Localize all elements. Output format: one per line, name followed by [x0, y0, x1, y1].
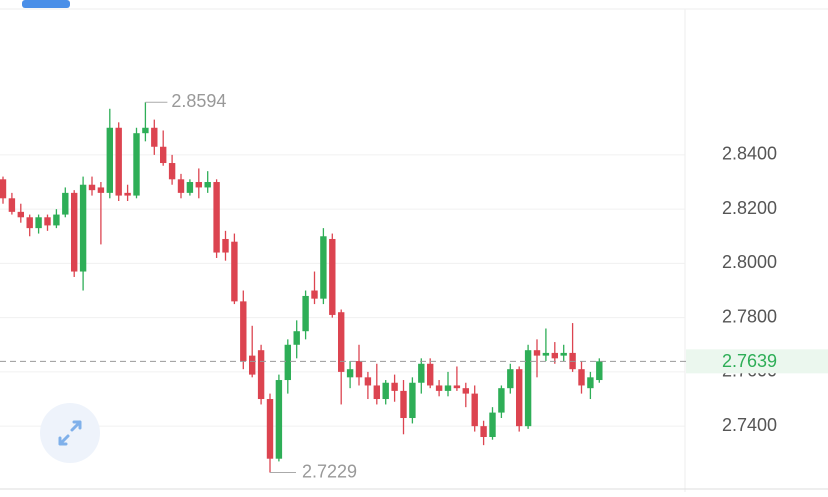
- expand-button[interactable]: [40, 403, 100, 463]
- body: [462, 388, 469, 394]
- y-tick-label: 2.8200: [722, 198, 777, 218]
- body: [275, 380, 283, 459]
- body: [284, 344, 291, 381]
- body: [142, 127, 149, 134]
- body: [587, 377, 594, 389]
- body: [382, 382, 389, 400]
- body: [231, 241, 238, 302]
- body: [329, 238, 336, 315]
- y-tick-label: 2.8000: [722, 252, 777, 272]
- body: [293, 331, 300, 345]
- body: [551, 352, 558, 359]
- body: [222, 238, 229, 253]
- body: [409, 382, 416, 419]
- body: [524, 350, 532, 427]
- body: [418, 363, 425, 383]
- body: [53, 214, 60, 226]
- body: [489, 412, 496, 438]
- body: [400, 390, 407, 419]
- body: [213, 182, 220, 253]
- body: [373, 385, 380, 400]
- body: [266, 399, 274, 459]
- body: [480, 426, 487, 438]
- body: [533, 350, 541, 356]
- body: [338, 312, 345, 372]
- candles: [0, 102, 603, 473]
- body: [124, 192, 131, 196]
- y-tick-label: 2.7400: [722, 415, 777, 435]
- body: [168, 163, 176, 180]
- body: [320, 236, 327, 299]
- body: [62, 192, 69, 215]
- body: [453, 385, 461, 389]
- body: [578, 369, 585, 386]
- max-label: 2.8594: [171, 91, 226, 111]
- body: [0, 179, 7, 199]
- body: [435, 385, 443, 391]
- body: [177, 179, 185, 193]
- body: [302, 295, 309, 332]
- body: [151, 127, 158, 147]
- body: [542, 352, 550, 356]
- min-label: 2.7229: [302, 461, 357, 481]
- last-price-box: [686, 349, 828, 374]
- body: [133, 133, 140, 196]
- body: [35, 217, 42, 229]
- body: [364, 377, 372, 386]
- body: [311, 290, 318, 299]
- body: [106, 127, 113, 193]
- body: [204, 182, 211, 188]
- body: [427, 363, 434, 386]
- body: [391, 382, 398, 391]
- body: [97, 187, 105, 193]
- body: [596, 361, 603, 381]
- body: [88, 184, 96, 191]
- body: [8, 198, 16, 212]
- body: [115, 127, 122, 196]
- body: [79, 184, 87, 272]
- body: [471, 393, 478, 427]
- body: [560, 352, 567, 356]
- body: [507, 369, 514, 389]
- body: [257, 350, 265, 400]
- body: [160, 146, 167, 164]
- overlay: 2.8594 2.7229 2.7639: [0, 91, 828, 481]
- y-tick-label: 2.7800: [722, 306, 777, 326]
- body: [240, 301, 247, 362]
- body: [186, 182, 194, 193]
- body: [71, 192, 78, 272]
- body: [355, 361, 363, 378]
- body: [516, 369, 523, 427]
- tab-button[interactable]: [22, 0, 70, 8]
- body: [249, 355, 256, 375]
- body: [498, 388, 505, 413]
- body: [17, 211, 24, 218]
- body: [444, 385, 452, 391]
- y-tick-label: 2.8400: [722, 144, 777, 164]
- body: [346, 369, 354, 378]
- body: [195, 182, 202, 188]
- body: [26, 217, 33, 229]
- last-price-label: 2.7639: [722, 351, 777, 371]
- body: [44, 217, 51, 226]
